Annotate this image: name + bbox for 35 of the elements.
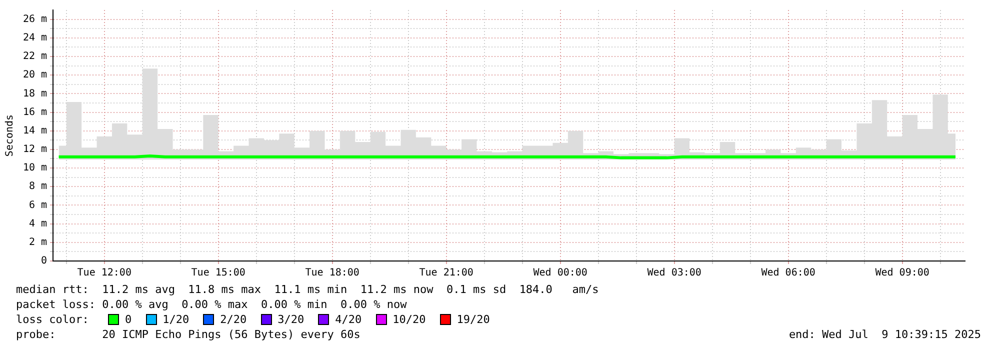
y-tick-label: 18 m [22,88,48,100]
legend-label: 3/20 [278,312,304,327]
y-tick-label: 14 m [22,125,48,136]
y-tick-label: 26 m [22,14,48,25]
text: median rtt: 11.2 ms avg 11.8 ms max 11.1 ms min 11.2 ms now 0.1 ms sd 184.0 am/s [16,282,600,297]
x-tick-label: Wed 06:00 [761,268,816,279]
legend-label: 2/20 [220,312,247,327]
y-tick-label: 10 m [22,162,48,174]
x-tick-label: Tue 18:00 [305,268,360,279]
x-tick-label: Tue 12:00 [77,268,132,279]
y-tick-label: 22 m [22,51,48,62]
legend-label: 1/20 [162,312,190,327]
x-tick-label: Tue 21:00 [419,268,474,279]
legend-label: 10/20 [392,312,426,327]
legend-title: loss color: [16,312,90,327]
text: probe: 20 ICMP Echo Pings (56 Bytes) every 60s [16,327,360,342]
y-tick-label: 20 m [22,70,48,81]
y-tick-label: 2 m [29,237,48,248]
y-tick-label: 24 m [22,32,48,44]
y-tick-label: 12 m [22,144,48,156]
y-axis-title: Seconds [4,114,16,157]
text: end: Wed Jul 9 10:39:15 2025 [788,327,981,342]
legend-label: 4/20 [335,312,362,327]
y-tick-label: 16 m [22,106,48,118]
y-tick-label: 8 m [29,181,48,192]
x-tick-label: Tue 15:00 [191,268,246,279]
x-tick-label: Wed 09:00 [875,268,930,279]
x-tick-label: Wed 03:00 [647,268,702,279]
y-tick-label: 6 m [29,200,48,211]
y-tick-label: 0 [41,256,48,267]
x-tick-label: Wed 00:00 [533,268,588,279]
text: packet loss: 0.00 % avg 0.00 % max 0.00 % min 0.00 % now [16,297,408,312]
legend-label: 0 [125,312,132,327]
y-tick-label: 4 m [29,218,48,230]
legend-label: 19/20 [456,312,490,327]
